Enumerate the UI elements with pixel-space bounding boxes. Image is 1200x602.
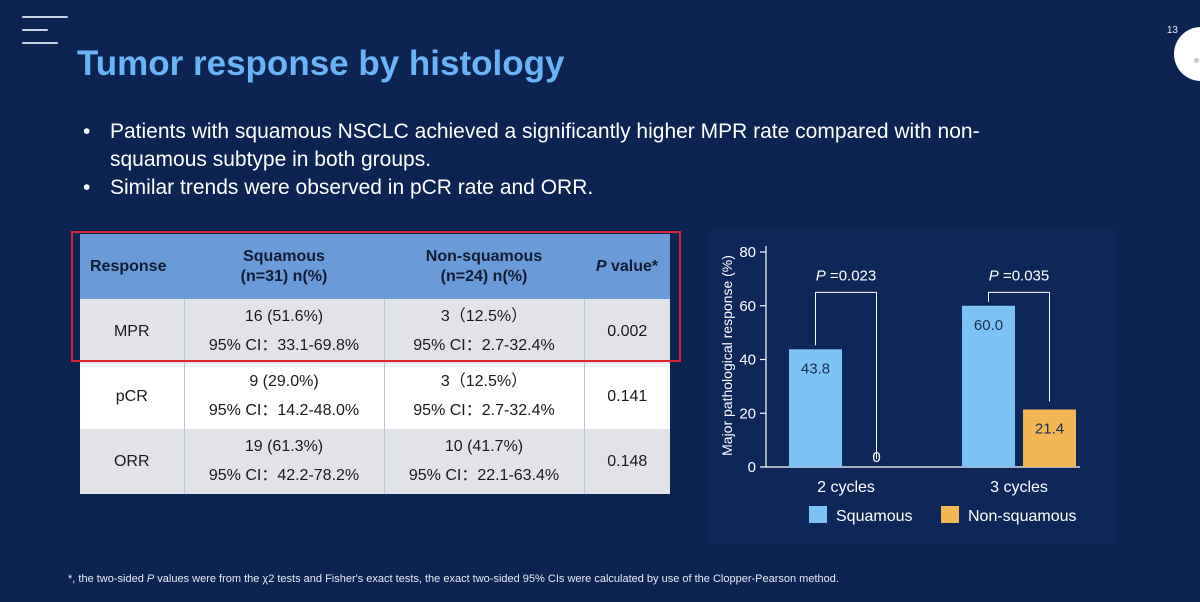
cell-squamous-n: 19 (61.3%) xyxy=(244,438,324,455)
y-tick-label: 0 xyxy=(748,459,756,476)
y-tick-label: 40 xyxy=(739,352,756,369)
significance-bracket xyxy=(815,291,877,459)
p-annotation-value: =0.023 xyxy=(826,267,876,284)
footnote-text: values were from the χ2 tests and Fisher… xyxy=(154,573,839,585)
p-annotation-value: =0.035 xyxy=(999,267,1049,284)
cell-non-squamous: 3（12.5%） 95% CI：2.7-32.4% xyxy=(383,364,584,429)
slide-number: 13 xyxy=(1166,25,1178,36)
header-response: Response xyxy=(80,234,184,299)
header-p-value: P value* xyxy=(584,234,670,299)
p-value-annotation: P =0.035 xyxy=(989,267,1049,284)
cell-p-value: 0.148 xyxy=(583,429,670,494)
bullet-item: Patients with squamous NSCLC achieved a … xyxy=(80,118,1070,174)
legend-label: Squamous xyxy=(836,508,913,525)
legend-swatch xyxy=(941,506,959,523)
cell-non-squamous-n: 3（12.5%） xyxy=(440,308,528,325)
mpr-bar-chart: Major pathological response (%) 0 20 40 60 8… xyxy=(719,244,1080,525)
bar-squamous xyxy=(962,305,1015,467)
y-tick-label: 20 xyxy=(739,405,756,422)
cell-non-squamous-n: 3（12.5%） xyxy=(440,373,528,390)
cell-non-squamous: 10 (41.7%) 95% CI：22.1-63.4% xyxy=(383,429,584,494)
cell-p-value: 0.002 xyxy=(583,299,670,364)
cell-non-squamous-n: 10 (41.7%) xyxy=(444,438,524,455)
header-squamous-line2: (n=31) n(%) xyxy=(240,267,328,285)
cell-squamous-ci: 95% CI：42.2-78.2% xyxy=(208,467,360,484)
bar-value-label: 43.8 xyxy=(801,360,830,377)
cell-response: MPR xyxy=(80,299,184,364)
header-p-italic: P xyxy=(595,258,607,275)
legend-swatch xyxy=(809,506,827,523)
bullet-item: Similar trends were observed in pCR rate… xyxy=(80,174,1070,202)
cell-squamous-n: 16 (51.6%) xyxy=(244,308,324,325)
chart-panel: Major pathological response (%) 0 20 40 60 8… xyxy=(709,230,1117,544)
cell-squamous-ci: 95% CI：33.1-69.8% xyxy=(208,337,360,354)
cell-squamous: 16 (51.6%) 95% CI：33.1-69.8% xyxy=(183,299,384,364)
p-annotation-italic: P xyxy=(989,267,999,284)
cell-response: pCR xyxy=(80,364,184,429)
bar-value-label: 60.0 xyxy=(974,317,1003,334)
response-table: Response Squamous (n=31) n(%) Non-squamo… xyxy=(80,234,670,494)
cell-non-squamous: 3（12.5%） 95% CI：2.7-32.4% xyxy=(383,299,584,364)
footnote-p-italic: P xyxy=(146,573,155,585)
bar-non-squamous xyxy=(1023,409,1076,467)
x-category-label: 2 cycles xyxy=(817,479,875,496)
y-tick-label: 60 xyxy=(739,298,756,315)
table-row: MPR 16 (51.6%) 95% CI：33.1-69.8% 3（12.5%… xyxy=(80,299,670,364)
x-category-label: 3 cycles xyxy=(990,479,1048,496)
significance-bracket xyxy=(988,291,1050,402)
footnote-prefix: *, the two-sided xyxy=(68,573,147,585)
header-squamous-line1: Squamous xyxy=(243,247,325,265)
cell-response: ORR xyxy=(80,429,184,494)
header-non-squamous-line1: Non-squamous xyxy=(425,247,543,265)
cell-squamous-n: 9 (29.0%) xyxy=(249,373,319,390)
cell-p-value: 0.141 xyxy=(583,364,670,429)
menu-icon[interactable] xyxy=(22,16,70,52)
y-axis-label: Major pathological response (%) xyxy=(719,255,735,456)
p-value-annotation: P =0.023 xyxy=(816,267,876,284)
header-squamous: Squamous (n=31) n(%) xyxy=(184,234,384,299)
bar-squamous xyxy=(789,349,842,467)
bar-value-label: 21.4 xyxy=(1035,420,1064,437)
p-annotation-italic: P xyxy=(816,267,826,284)
cell-non-squamous-ci: 95% CI：2.7-32.4% xyxy=(413,402,555,419)
cell-squamous-ci: 95% CI：14.2-48.0% xyxy=(208,402,360,419)
footnote: *, the two-sided P values were from the … xyxy=(68,573,839,585)
cell-squamous: 19 (61.3%) 95% CI：42.2-78.2% xyxy=(183,429,384,494)
y-tick-label: 80 xyxy=(739,244,756,261)
bullet-list: Patients with squamous NSCLC achieved a … xyxy=(80,118,1070,202)
page-title: Tumor response by histology xyxy=(77,44,565,83)
table-row: pCR 9 (29.0%) 95% CI：14.2-48.0% 3（12.5%）… xyxy=(80,364,670,429)
header-non-squamous: Non-squamous (n=24) n(%) xyxy=(384,234,584,299)
cell-non-squamous-ci: 95% CI：2.7-32.4% xyxy=(413,337,555,354)
table-header-row: Response Squamous (n=31) n(%) Non-squamo… xyxy=(80,234,670,299)
header-non-squamous-line2: (n=24) n(%) xyxy=(440,267,528,285)
header-p-rest: value* xyxy=(606,258,659,275)
cell-non-squamous-ci: 95% CI：22.1-63.4% xyxy=(408,467,560,484)
legend-label: Non-squamous xyxy=(968,508,1077,525)
cell-squamous: 9 (29.0%) 95% CI：14.2-48.0% xyxy=(183,364,384,429)
table-row: ORR 19 (61.3%) 95% CI：42.2-78.2% 10 (41.… xyxy=(80,429,670,494)
